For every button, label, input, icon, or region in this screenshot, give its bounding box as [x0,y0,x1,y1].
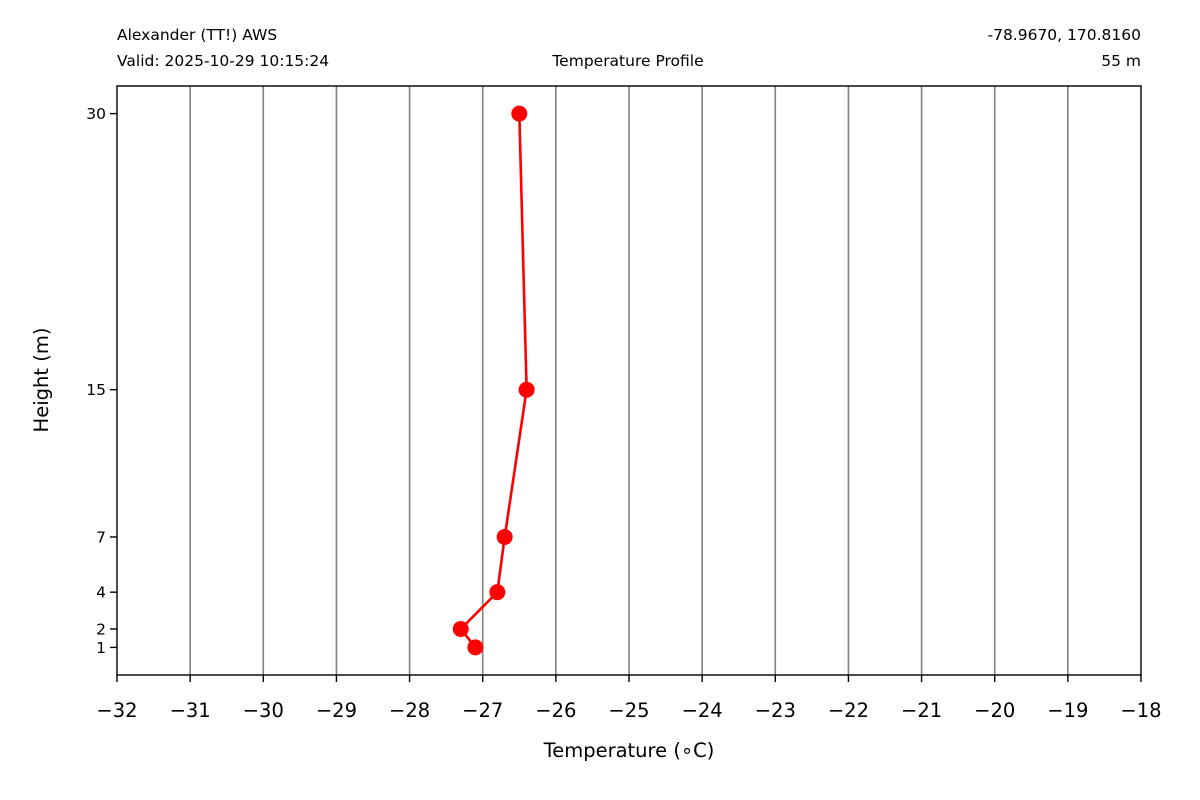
profile-line [459,113,528,649]
profile-point [452,620,469,637]
x-tick-label: −29 [316,699,357,722]
x-tick-label: −20 [974,699,1015,722]
profile-point [489,584,506,601]
location-info: -78.9670, 170.8160 55 m [987,22,1141,74]
x-tick-label: −30 [243,699,284,722]
grid-lines [189,86,1069,675]
profile-point [496,528,513,545]
y-tick-label: 15 [86,381,106,399]
y-axis-ticks: 12 4 7 15 30 [86,105,117,657]
x-tick-label: −31 [170,699,211,722]
x-tick-label: −23 [755,699,796,722]
x-tick-label: −24 [682,699,723,722]
y-tick-label: 1 [96,639,106,657]
x-tick-label: −32 [96,699,137,722]
x-tick-label: −18 [1120,699,1161,722]
profile-point [467,639,484,656]
y-tick-label: 7 [96,528,106,546]
y-axis-label: Height (m) [30,328,53,433]
profile-point [518,381,535,398]
x-tick-label: −27 [462,699,503,722]
station-info: Alexander (TT!) AWS Valid: 2025-10-29 10… [117,22,329,74]
chart-title: Temperature Profile [552,52,704,70]
x-tick-label: −25 [608,699,649,722]
x-axis-ticks: −32 −31 −30 −29 −28 −27 −26 −25 −24 −23 −22 −21 −20 −… [96,675,1162,722]
x-axis-label: Temperature (∘C) [543,739,715,762]
x-tick-label: −19 [1047,699,1088,722]
valid-time: Valid: 2025-10-29 10:15:24 [117,52,330,70]
x-tick-label: −28 [389,699,430,722]
y-tick-label: 30 [86,105,106,123]
y-tick-label: 2 [96,620,106,638]
profile-series [452,105,535,656]
coordinates: -78.9670, 170.8160 [987,26,1141,44]
y-tick-label: 4 [96,584,106,602]
profile-point [511,105,528,122]
x-tick-label: −22 [828,699,869,722]
x-tick-label: −21 [901,699,942,722]
x-tick-label: −26 [535,699,576,722]
station-name: Alexander (TT!) AWS [117,26,278,44]
elevation: 55 m [1101,52,1141,70]
